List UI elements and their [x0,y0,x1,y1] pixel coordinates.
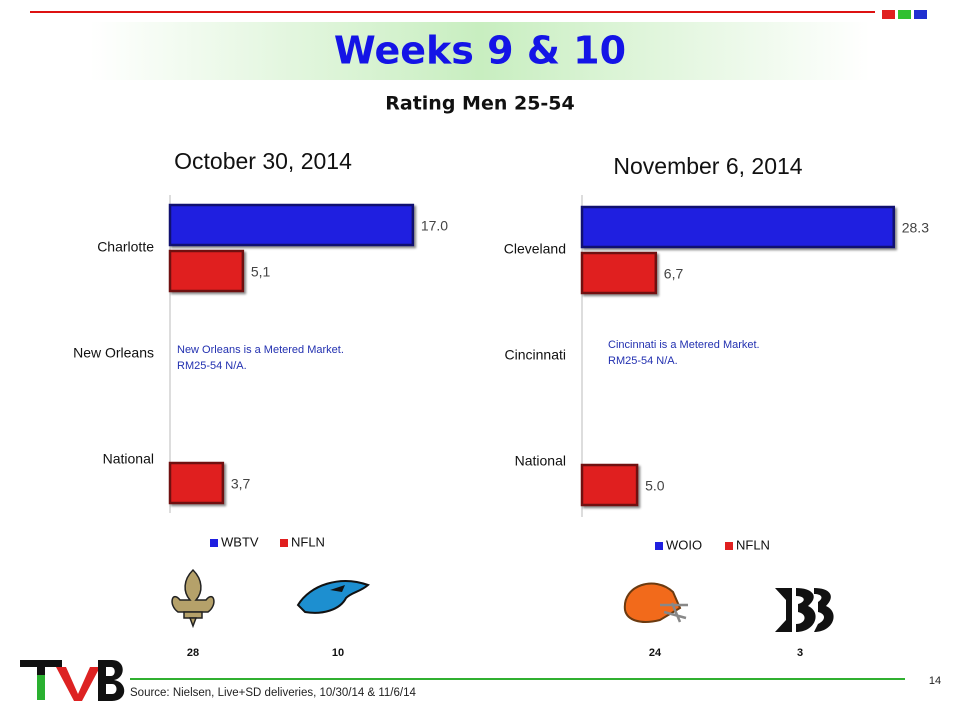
score: 24 [649,647,662,659]
y-tick-label: National [103,451,154,467]
header-square [914,10,927,19]
slide-subtitle: Rating Men 25-54 [385,93,575,115]
y-tick-label: Charlotte [97,239,154,255]
bar [580,205,895,249]
page-number: 14 [929,675,941,687]
legend-swatch [725,542,733,550]
annotation: RM25-54 N/A. [177,360,247,372]
legend-label: NFLN [736,537,770,552]
bengals-logo [775,588,834,632]
annotation: New Orleans is a Metered Market. [177,344,344,356]
value-label: 6,7 [664,266,684,282]
legend-label: WBTV [221,534,259,549]
panthers-logo [296,580,370,614]
title-band [90,22,870,80]
saints-logo [171,568,215,629]
bar [168,249,245,293]
bar [580,251,658,295]
legend-label: WOIO [666,537,702,552]
tvb-logo [20,660,125,701]
bar [168,461,225,505]
header-square [882,10,895,19]
legend-swatch [280,539,288,547]
chart-title: October 30, 2014 [174,148,352,174]
bar [580,463,639,507]
y-tick-label: Cincinnati [505,347,566,363]
y-tick-label: New Orleans [73,345,154,361]
score: 3 [797,647,803,659]
value-label: 5,1 [251,264,271,280]
value-label: 5.0 [645,478,665,494]
annotation: Cincinnati is a Metered Market. [608,339,760,351]
legend-swatch [655,542,663,550]
y-tick-label: Cleveland [504,241,566,257]
value-label: 28.3 [902,220,929,236]
y-tick-label: National [515,453,566,469]
score: 28 [187,647,199,659]
legend-swatch [210,539,218,547]
value-label: 17.0 [421,218,448,234]
slide-title: Weeks 9 & 10 [334,29,626,73]
source-note: Source: Nielsen, Live+SD deliveries, 10/… [130,687,416,699]
chart-title: November 6, 2014 [613,153,802,179]
legend-label: NFLN [291,534,325,549]
bar [168,203,415,247]
annotation: RM25-54 N/A. [608,355,678,367]
header-square [898,10,911,19]
score: 10 [332,647,344,659]
browns-logo [623,582,688,623]
value-label: 3,7 [231,476,251,492]
